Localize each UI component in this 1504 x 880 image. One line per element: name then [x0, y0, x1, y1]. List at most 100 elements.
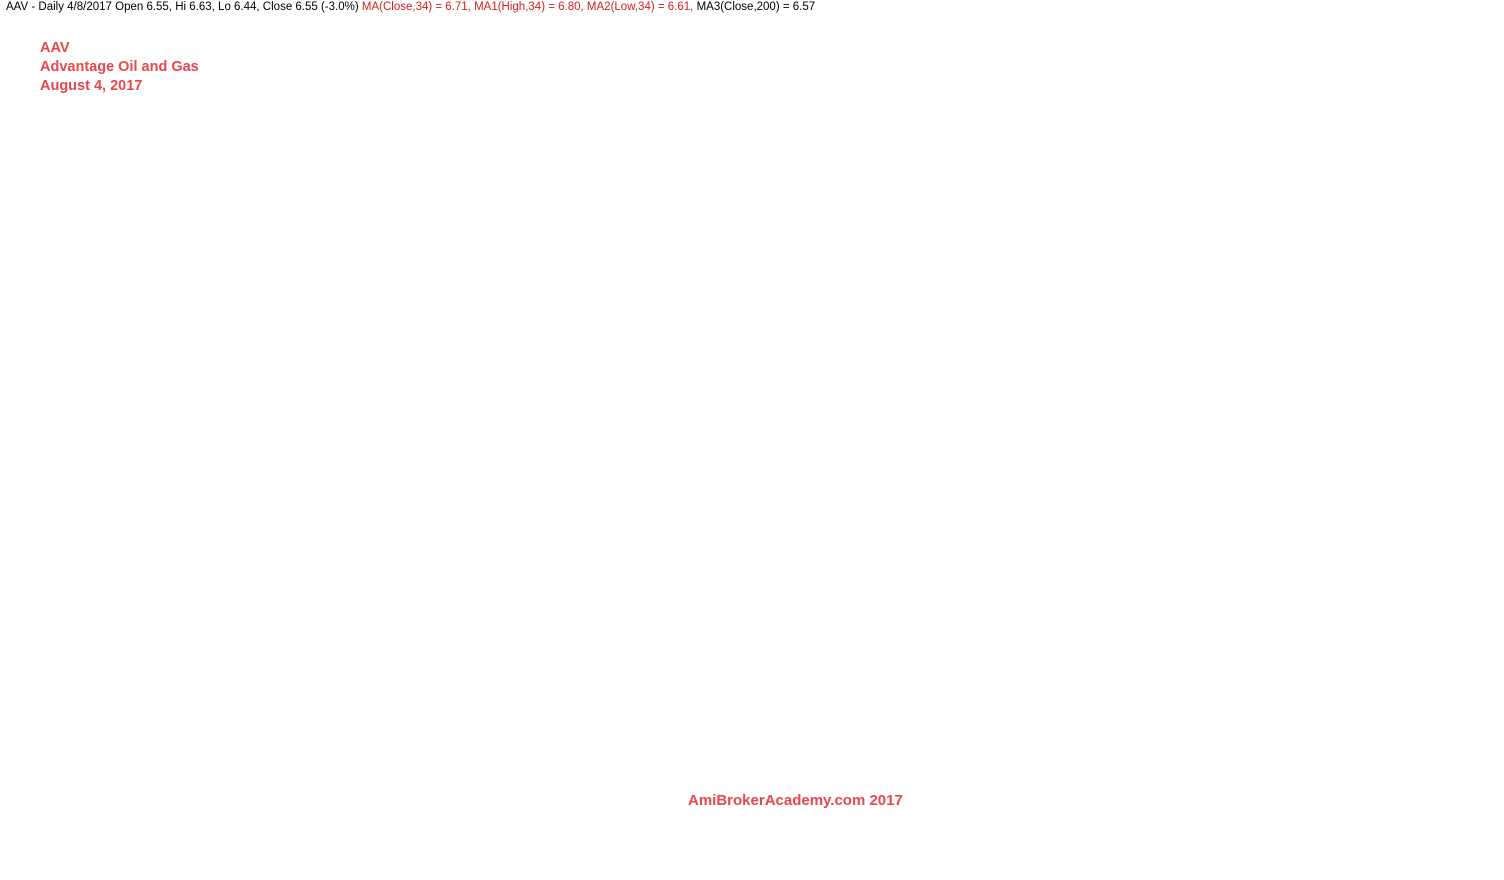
x-tick-label: Feb: [756, 866, 775, 878]
x-tick-label: Oct: [386, 866, 403, 878]
header-symbol: AAV: [6, 1, 29, 13]
candle-body: [997, 352, 1002, 376]
candle-body: [333, 266, 338, 287]
candle-body: [375, 263, 380, 289]
price-tag-label: 6.5682: [1455, 438, 1489, 450]
y-tick-label: 7.50: [1462, 152, 1483, 164]
candle-body: [787, 448, 792, 458]
candle-body: [493, 233, 498, 257]
candle-body: [1178, 610, 1183, 612]
candle-body: [1220, 553, 1225, 563]
candle-body: [85, 714, 91, 802]
candle-body: [648, 303, 654, 319]
candle-body: [203, 570, 208, 611]
candle-body: [169, 647, 175, 654]
candle-body: [1106, 463, 1112, 476]
candle-body: [976, 447, 981, 468]
candle-body: [778, 478, 784, 520]
y-tick-label: 5.40: [1462, 796, 1483, 808]
candle-body: [602, 422, 607, 449]
candle-body: [799, 501, 805, 507]
candle-body: [459, 377, 464, 389]
candle-body: [1379, 424, 1385, 449]
candle-body: [1337, 268, 1343, 281]
candle-body: [917, 683, 922, 693]
x-tick-label: Jun: [12, 866, 30, 878]
candle-body: [627, 407, 633, 430]
annotation-symbol: AAV: [40, 40, 70, 56]
x-tick-label: Mar: [840, 866, 859, 878]
candle-body: [1249, 426, 1254, 431]
candle-body: [379, 248, 385, 296]
candle-body: [182, 633, 187, 673]
candle-body: [60, 607, 65, 685]
candle-body: [186, 662, 191, 683]
candle-body: [783, 463, 788, 495]
candle-body: [136, 784, 141, 809]
candle-body: [518, 76, 523, 79]
candle-body: [505, 150, 511, 164]
candle-body: [1077, 614, 1082, 642]
candle-body: [904, 643, 910, 664]
candle-body: [636, 371, 641, 374]
price-tag-pointer: [1444, 441, 1452, 456]
candle-body: [1262, 387, 1267, 397]
x-tick-label: Apr: [936, 866, 953, 878]
candle-body: [535, 133, 540, 140]
candle-body: [245, 509, 250, 560]
candle-body: [270, 478, 275, 528]
candle-body: [1312, 309, 1317, 331]
candle-body: [972, 469, 977, 482]
candle-body: [568, 307, 574, 327]
candle-body: [468, 334, 473, 368]
candle-body: [1047, 507, 1053, 532]
y-tick-label: 5.60: [1462, 734, 1483, 746]
candle-body: [89, 739, 95, 792]
y-tick-label: 7.00: [1462, 305, 1483, 317]
candle-body: [1367, 361, 1372, 388]
candle-body: [312, 273, 317, 313]
candle-body: [526, 101, 532, 109]
candle-body: [514, 95, 519, 112]
price-tag-box: [1450, 365, 1502, 380]
candle-body: [1346, 279, 1351, 287]
candle-body: [1375, 400, 1380, 434]
candle-body: [1299, 377, 1305, 395]
candle-body: [804, 501, 809, 526]
candle-body: [766, 531, 771, 541]
ma-low-line: [7, 251, 1349, 783]
price-tag-label: 6.79647: [1455, 368, 1495, 380]
candle-body: [947, 591, 952, 603]
x-tick-label: Jul: [104, 866, 118, 878]
candle-body: [190, 655, 196, 685]
candle-body: [757, 514, 763, 520]
candle-body: [341, 292, 347, 317]
candle-body: [346, 318, 351, 327]
candle-body: [304, 325, 309, 372]
candle-body: [1052, 527, 1057, 550]
candle-body: [446, 338, 452, 366]
candle-body: [94, 736, 99, 756]
candle-body: [699, 311, 704, 336]
candle-body: [1144, 478, 1149, 489]
candle-body: [711, 371, 717, 397]
candle-body: [926, 662, 931, 678]
y-tick-label: 5.50: [1462, 765, 1483, 777]
candle-body: [1199, 585, 1204, 608]
candle-body: [102, 683, 107, 728]
candle-body: [770, 524, 775, 534]
candle-body: [463, 355, 469, 362]
candle-body: [1018, 400, 1023, 428]
candle-body: [1182, 614, 1187, 624]
candle-body: [5, 671, 11, 685]
candle-body: [371, 285, 376, 316]
candle-body: [745, 493, 750, 501]
candle-body: [1329, 231, 1334, 235]
candle-body: [879, 522, 885, 563]
candle-body: [430, 373, 435, 379]
candle-body: [316, 233, 322, 286]
candle-body: [623, 432, 628, 434]
candle-body: [26, 647, 32, 696]
candle-body: [728, 434, 733, 458]
